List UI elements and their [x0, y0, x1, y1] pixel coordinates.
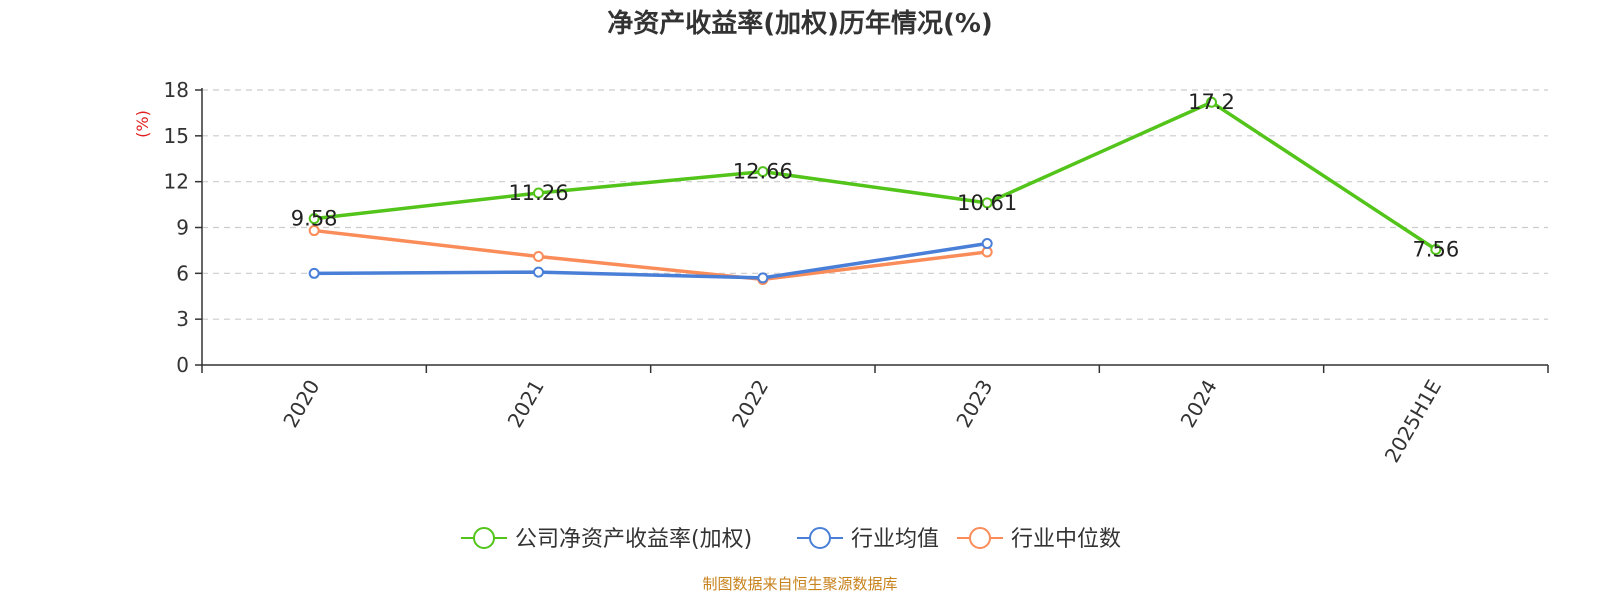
source-note: 制图数据来自恒生聚源数据库 — [702, 575, 897, 593]
data-point — [757, 272, 769, 284]
data-point — [981, 238, 993, 250]
data-point — [1206, 96, 1217, 108]
data-label: 7.56 — [1412, 238, 1459, 262]
data-point — [533, 251, 544, 263]
x-tick-label: 2023 — [951, 376, 997, 432]
legend-item[interactable]: 行业均值 — [797, 527, 939, 552]
legend-item[interactable]: 行业中位数 — [957, 527, 1121, 552]
data-point — [981, 197, 993, 209]
series-lines — [308, 96, 1442, 285]
x-tick-label: 2021 — [503, 376, 549, 432]
legend-marker — [473, 527, 495, 549]
data-point — [308, 225, 320, 237]
x-tick-label: 2020 — [278, 376, 324, 432]
chart-title: 净资产收益率(加权)历年情况(%) — [607, 8, 993, 39]
series-line — [313, 100, 1437, 251]
x-tick-label: 2022 — [727, 376, 773, 432]
y-tick-label: 3 — [176, 307, 189, 331]
legend: 公司净资产收益率(加权) 行业均值 行业中位数 — [461, 527, 1121, 552]
y-tick-label: 18 — [164, 78, 189, 102]
data-point — [1430, 244, 1442, 255]
data-label: 11.26 — [508, 181, 568, 205]
data-label: 10.61 — [957, 191, 1017, 215]
grid-lines — [202, 89, 1548, 320]
legend-marker — [969, 527, 991, 549]
y-tick-label: 12 — [164, 170, 189, 194]
y-tick-label: 15 — [164, 124, 189, 148]
x-tick-label: 2025H1E — [1380, 376, 1446, 467]
legend-label: 公司净资产收益率(加权) — [515, 527, 752, 552]
legend-label: 行业均值 — [851, 527, 939, 552]
data-point — [757, 166, 769, 178]
data-label: 12.66 — [733, 160, 793, 184]
legend-marker — [809, 527, 831, 549]
series-line — [314, 241, 988, 280]
data-point — [308, 267, 320, 279]
data-label: 9.58 — [291, 207, 338, 231]
data-point — [533, 187, 544, 199]
y-tick-label: 9 — [176, 216, 189, 240]
series-line — [313, 228, 988, 282]
data-label: 17.2 — [1188, 90, 1235, 114]
y-axis-unit-label: (%) — [133, 110, 152, 138]
data-point — [533, 266, 544, 278]
legend-item[interactable]: 公司净资产收益率(加权) — [461, 527, 752, 552]
data-point — [308, 213, 320, 225]
y-tick-label: 6 — [176, 261, 189, 285]
legend-label: 行业中位数 — [1011, 527, 1121, 552]
x-tick-label: 2024 — [1176, 376, 1222, 432]
data-labels: 9.58 11.26 12.66 10.61 17.2 7.56 — [291, 90, 1459, 261]
y-tick-label: 0 — [176, 353, 189, 377]
